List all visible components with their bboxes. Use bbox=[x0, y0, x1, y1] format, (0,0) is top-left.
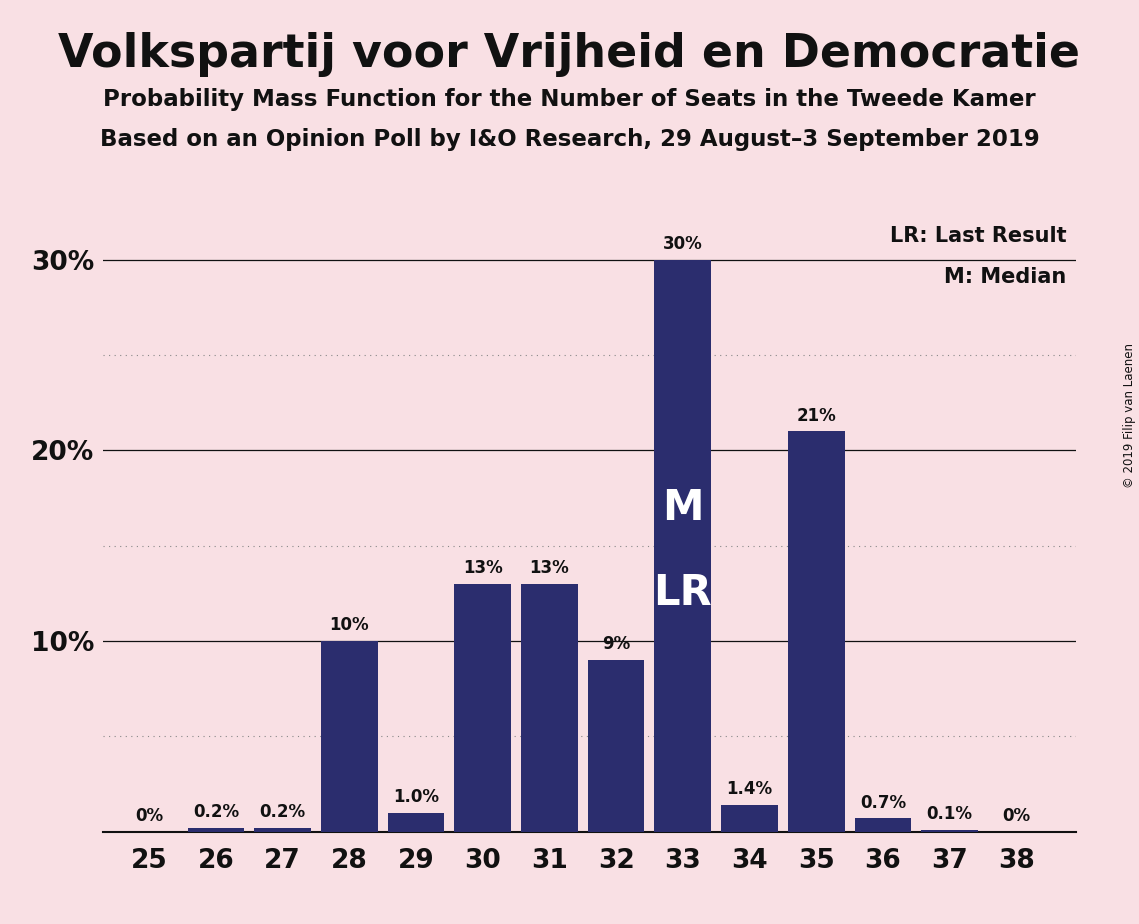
Bar bbox=[454, 584, 511, 832]
Text: 0.7%: 0.7% bbox=[860, 794, 906, 811]
Text: 13%: 13% bbox=[462, 559, 502, 578]
Bar bbox=[721, 805, 778, 832]
Text: Volkspartij voor Vrijheid en Democratie: Volkspartij voor Vrijheid en Democratie bbox=[58, 32, 1081, 78]
Text: 0.1%: 0.1% bbox=[927, 805, 973, 823]
Text: 0.2%: 0.2% bbox=[192, 803, 239, 821]
Text: M: M bbox=[662, 487, 704, 529]
Text: 1.4%: 1.4% bbox=[727, 780, 772, 798]
Bar bbox=[854, 819, 911, 832]
Bar bbox=[387, 812, 444, 832]
Bar bbox=[188, 828, 244, 832]
Bar bbox=[921, 830, 978, 832]
Text: 30%: 30% bbox=[663, 236, 703, 253]
Bar bbox=[655, 260, 711, 832]
Text: 0%: 0% bbox=[1002, 807, 1031, 825]
Text: LR: Last Result: LR: Last Result bbox=[890, 225, 1066, 246]
Bar bbox=[521, 584, 577, 832]
Text: Based on an Opinion Poll by I&O Research, 29 August–3 September 2019: Based on an Opinion Poll by I&O Research… bbox=[99, 128, 1040, 151]
Text: 13%: 13% bbox=[530, 559, 570, 578]
Text: 10%: 10% bbox=[329, 616, 369, 635]
Bar bbox=[588, 660, 645, 832]
Bar bbox=[254, 828, 311, 832]
Text: 0.2%: 0.2% bbox=[260, 803, 305, 821]
Text: LR: LR bbox=[654, 572, 712, 614]
Text: 9%: 9% bbox=[603, 636, 630, 653]
Text: © 2019 Filip van Laenen: © 2019 Filip van Laenen bbox=[1123, 344, 1137, 488]
Text: 0%: 0% bbox=[136, 807, 163, 825]
Text: Probability Mass Function for the Number of Seats in the Tweede Kamer: Probability Mass Function for the Number… bbox=[104, 88, 1035, 111]
Text: M: Median: M: Median bbox=[944, 268, 1066, 287]
Bar bbox=[788, 432, 844, 832]
Bar bbox=[321, 641, 378, 832]
Text: 21%: 21% bbox=[796, 407, 836, 425]
Text: 1.0%: 1.0% bbox=[393, 788, 439, 806]
